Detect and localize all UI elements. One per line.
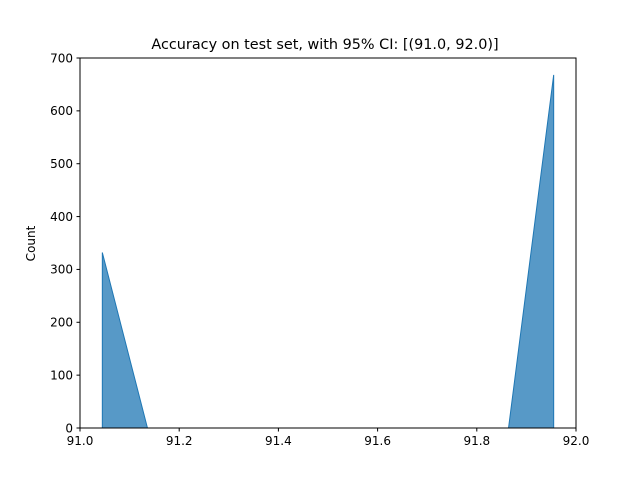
chart-title: Accuracy on test set, with 95% CI: [(91.… bbox=[151, 37, 498, 53]
y-tick-label: 600 bbox=[50, 104, 73, 118]
x-tick-label: 91.2 bbox=[166, 434, 193, 448]
y-tick-label: 300 bbox=[50, 263, 73, 277]
x-tick-label: 91.6 bbox=[364, 434, 391, 448]
area-series-0 bbox=[101, 74, 555, 429]
y-tick-label: 100 bbox=[50, 368, 73, 382]
y-tick-label: 700 bbox=[50, 51, 73, 65]
y-axis: 0 100 200 300 400 500 600 700 bbox=[50, 51, 80, 435]
axes-frame bbox=[79, 57, 577, 429]
y-axis-label: Count bbox=[24, 225, 38, 261]
x-tick-label: 91.0 bbox=[67, 434, 94, 448]
y-tick-label: 0 bbox=[65, 421, 73, 435]
x-axis: 91.0 91.2 91.4 91.6 91.8 92.0 bbox=[67, 428, 590, 448]
y-tick-label: 400 bbox=[50, 210, 73, 224]
x-tick-label: 91.8 bbox=[463, 434, 490, 448]
x-tick-label: 92.0 bbox=[563, 434, 590, 448]
x-tick-label: 91.4 bbox=[265, 434, 292, 448]
y-tick-label: 200 bbox=[50, 316, 73, 330]
plot-area bbox=[101, 74, 555, 429]
y-tick-label: 500 bbox=[50, 157, 73, 171]
